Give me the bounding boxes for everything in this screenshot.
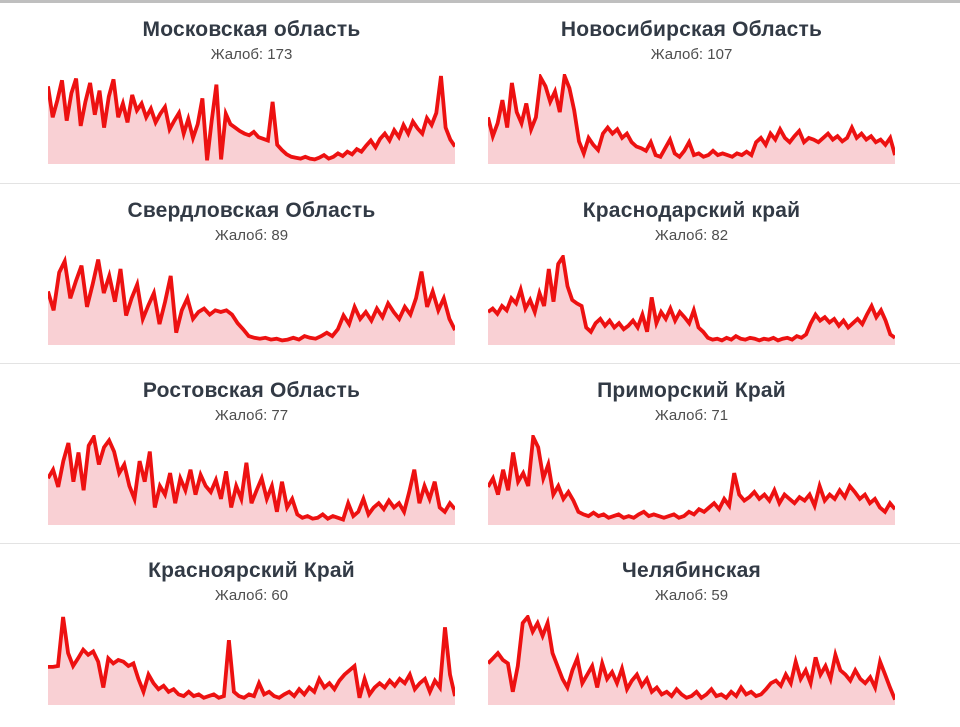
sparkline-chart [488,615,895,705]
complaints-count: Жалоб: 173 [210,46,293,63]
complaints-count: Жалоб: 60 [214,587,289,604]
sparkline-chart [488,435,895,525]
chart-row: Свердловская Область Жалоб: 89 Краснодар… [0,183,960,363]
region-chart-card: Ростовская Область Жалоб: 77 [0,364,480,543]
complaints-count: Жалоб: 59 [654,587,729,604]
region-chart-card: Краснодарский край Жалоб: 82 [480,184,960,363]
sparkline-chart [488,74,895,164]
complaints-count: Жалоб: 89 [214,227,289,244]
region-title: Челябинская [622,559,761,582]
complaints-count: Жалоб: 77 [214,407,289,424]
sparkline-chart [48,616,455,705]
region-title: Московская область [142,18,361,41]
complaints-count: Жалоб: 107 [650,46,733,63]
complaints-count: Жалоб: 82 [654,227,729,244]
region-title: Ростовская Область [142,379,361,402]
chart-row: Красноярский Край Жалоб: 60 Челябинская … [0,543,960,723]
region-title: Краснодарский край [582,199,801,222]
complaints-count: Жалоб: 71 [654,407,729,424]
chart-row: Ростовская Область Жалоб: 77 Приморский … [0,363,960,543]
region-chart-card: Красноярский Край Жалоб: 60 [0,544,480,723]
sparkline-chart [48,75,455,164]
region-chart-card: Приморский Край Жалоб: 71 [480,364,960,543]
sparkline-chart [48,255,455,345]
region-chart-card: Свердловская Область Жалоб: 89 [0,184,480,363]
sparkline-chart [488,255,895,345]
region-chart-card: Московская область Жалоб: 173 [0,3,480,183]
chart-row: Московская область Жалоб: 173 Новосибирс… [0,3,960,183]
region-chart-card: Челябинская Жалоб: 59 [480,544,960,723]
sparkline-chart [48,435,455,525]
region-title: Красноярский Край [148,559,355,582]
region-title: Приморский Край [597,379,786,402]
region-title: Свердловская Область [127,199,376,222]
region-chart-card: Новосибирская Область Жалоб: 107 [480,3,960,183]
region-title: Новосибирская Область [560,18,823,41]
